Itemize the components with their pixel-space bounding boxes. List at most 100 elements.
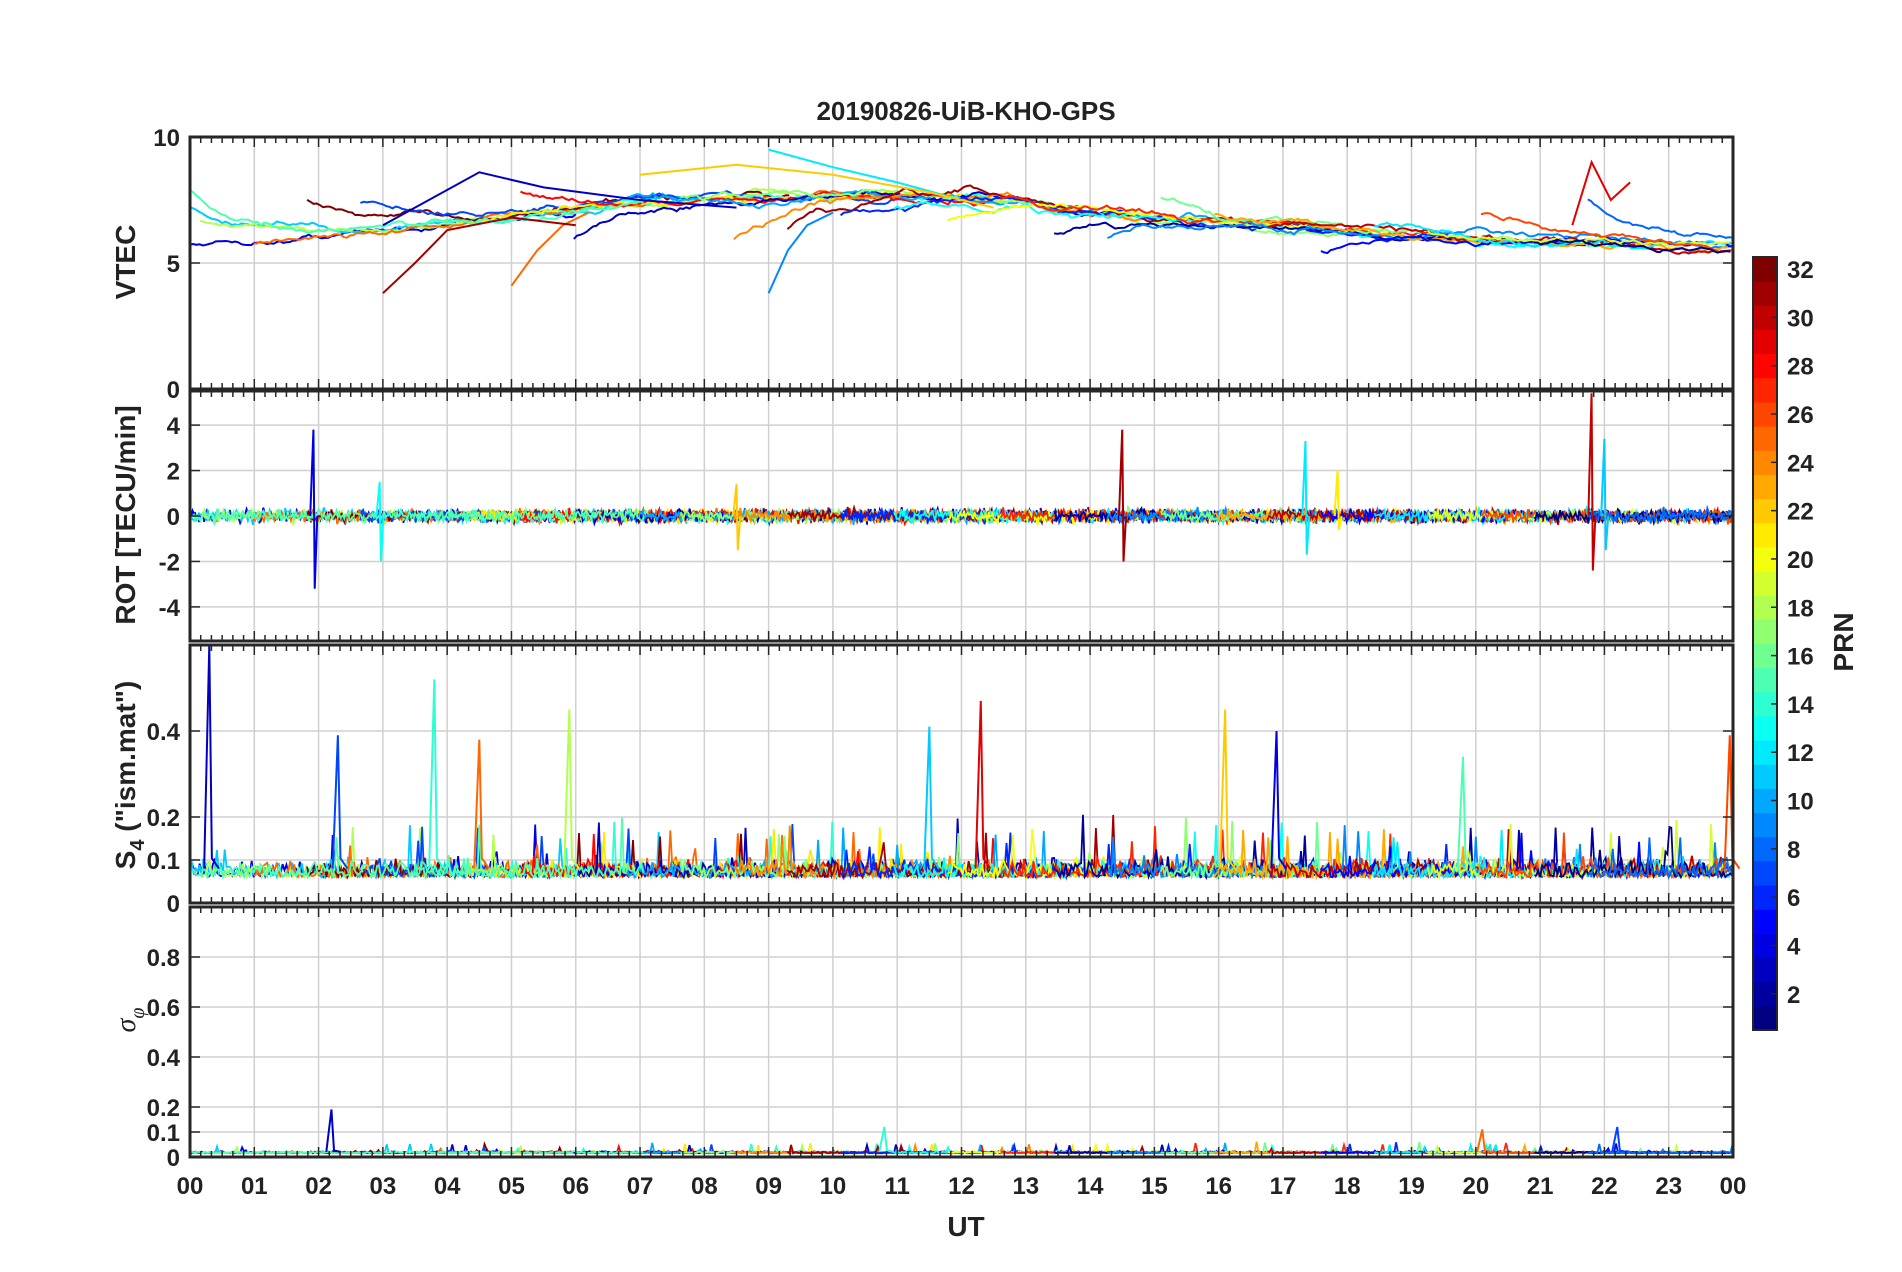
- xtick-label-15: 15: [1141, 1173, 1168, 1200]
- xtick-label-12: 12: [948, 1173, 975, 1200]
- s4-ylabel-sub: 4: [127, 839, 149, 851]
- rot-spike-2: [732, 484, 742, 551]
- colorbar-swatch-21: [1753, 522, 1777, 548]
- xtick-label-18: 18: [1334, 1173, 1361, 1200]
- colorbar-tick-label-28: 28: [1787, 354, 1814, 381]
- rot-trace-prn-8: [1586, 504, 1734, 526]
- rot-trace-prn-15: [189, 506, 645, 527]
- ytick-label-3-2: 0.2: [147, 1095, 180, 1122]
- rot-spike-6: [1587, 393, 1597, 571]
- s4-trace-prn-15: [189, 817, 645, 881]
- vtec-trace-prn-30: [1267, 220, 1731, 255]
- xtick-label-17: 17: [1270, 1173, 1297, 1200]
- s4-peak-6: [923, 726, 940, 870]
- xtick-label-21: 21: [1527, 1173, 1554, 1200]
- colorbar-tick-label-20: 20: [1787, 547, 1814, 574]
- colorbar-tick-label-30: 30: [1787, 305, 1814, 332]
- traces-0: [189, 148, 1733, 294]
- vtec-trace-prn-2: [1053, 221, 1662, 247]
- ytick-label-1-1: -2: [159, 549, 180, 576]
- xtick-label-23: 23: [1655, 1173, 1682, 1200]
- chart-title: 20190826-UiB-KHO-GPS: [816, 96, 1115, 126]
- colorbar-tick-label-14: 14: [1787, 692, 1814, 719]
- colorbar-tick-label-10: 10: [1787, 789, 1814, 816]
- colorbar-swatch-3: [1753, 957, 1777, 983]
- xtick-label-19: 19: [1398, 1173, 1425, 1200]
- colorbar-tick-label-2: 2: [1787, 982, 1800, 1009]
- xtick-label-0: 00: [177, 1173, 204, 1200]
- colorbar-tick-label-12: 12: [1787, 740, 1814, 767]
- colorbar-swatch-15: [1753, 667, 1777, 693]
- s4-peak-7: [1218, 709, 1236, 870]
- xtick-label-14: 14: [1077, 1173, 1104, 1200]
- s4-ylabel-rest: ("ism.mat"): [110, 681, 141, 840]
- s4-ylabel-main: S: [110, 851, 141, 870]
- vtec-panel: 0 5 10: [153, 125, 1735, 404]
- rot-spike-0: [309, 429, 319, 589]
- xtick-label-20: 20: [1462, 1173, 1489, 1200]
- svg-text:S4 ("ism.mat"): S4 ("ism.mat"): [110, 681, 149, 870]
- svg-text:σφ: σφ: [111, 1008, 149, 1033]
- sigma-ylabel-sub: φ: [127, 1008, 149, 1019]
- xtick-label-4: 04: [434, 1173, 461, 1200]
- rot-spike-4: [1301, 440, 1311, 555]
- vtec-trace-prn-6: [839, 196, 1449, 243]
- vtec-ylabel: VTEC: [110, 225, 141, 300]
- colorbar-swatch-25: [1753, 426, 1777, 451]
- sigma-phi-panel: 00.10.2 0.4 0.6 0.8: [147, 905, 1735, 1172]
- ytick-label-0-2: 10: [153, 125, 180, 152]
- ytick-label-3-3: 0.4: [147, 1045, 181, 1072]
- colorbar-tick-label-8: 8: [1787, 837, 1800, 864]
- s4-peak-0: [203, 644, 220, 870]
- s4-peak-3: [331, 735, 349, 870]
- ytick-label-3-4: 0.6: [147, 995, 180, 1022]
- rot-ylabel: ROT [TECU/min]: [110, 405, 141, 624]
- xtick-label-7: 07: [627, 1173, 654, 1200]
- vtec-series-prn-12: [768, 148, 962, 201]
- vtec-series-prn-29: [1571, 159, 1631, 226]
- sigma-peak-2: [1476, 1129, 1493, 1153]
- sigma-trace-prn-8: [1587, 1143, 1733, 1155]
- vtec-trace-prn-9: [1107, 219, 1732, 250]
- s4-trace-prn-1: [1534, 825, 1732, 880]
- colorbar-tick-label-24: 24: [1787, 450, 1814, 477]
- vtec-series-prn-9: [767, 211, 834, 294]
- rot-spike-1: [375, 481, 385, 562]
- rot-spike-3: [1118, 429, 1128, 562]
- traces-2: [189, 644, 1741, 881]
- colorbar-tick-label-4: 4: [1787, 933, 1801, 960]
- colorbar-tick-label-18: 18: [1787, 595, 1814, 622]
- colorbar-swatch-27: [1753, 377, 1777, 403]
- xtick-label-22: 22: [1591, 1173, 1618, 1200]
- s4-peak-9: [1456, 756, 1474, 870]
- colorbar-frame: [1752, 256, 1778, 1031]
- colorbar-tick-label-32: 32: [1787, 257, 1814, 284]
- vtec-trace-prn-1: [1534, 238, 1731, 254]
- traces-1: [189, 393, 1734, 589]
- colorbar-swatch-9: [1753, 812, 1777, 838]
- ytick-label-3-0: 0: [167, 1145, 180, 1172]
- vtec-series-prn-22: [639, 163, 994, 209]
- vtec-trace-prn-26: [1480, 212, 1732, 253]
- colorbar-tick-label-6: 6: [1787, 885, 1800, 912]
- vtec-series-prn-3: [382, 171, 737, 227]
- rot-spike-5: [1333, 470, 1343, 530]
- colorbar-swatch-5: [1753, 909, 1777, 934]
- colorbar-tick-label-22: 22: [1787, 499, 1814, 526]
- s4-peak-5: [974, 700, 992, 870]
- traces-3: [189, 1109, 1734, 1155]
- ytick-label-2-3: 0.4: [147, 719, 181, 746]
- colorbar-swatch-31: [1753, 281, 1777, 306]
- s4-trace-prn-8: [1586, 837, 1734, 881]
- colorbar-swatch-1: [1753, 1005, 1777, 1031]
- colorbar-tick-label-26: 26: [1787, 402, 1814, 429]
- ytick-label-0-0: 0: [167, 377, 180, 404]
- s4-panel: 0 0.1 0.2 0.4: [147, 643, 1741, 918]
- s4-ylabel: S4 ("ism.mat"): [110, 681, 149, 870]
- vtec-series-prn-25: [510, 211, 590, 287]
- ytick-label-1-4: 4: [167, 413, 181, 440]
- rot-spike-7: [1600, 438, 1610, 551]
- ytick-label-1-2: 0: [167, 504, 180, 531]
